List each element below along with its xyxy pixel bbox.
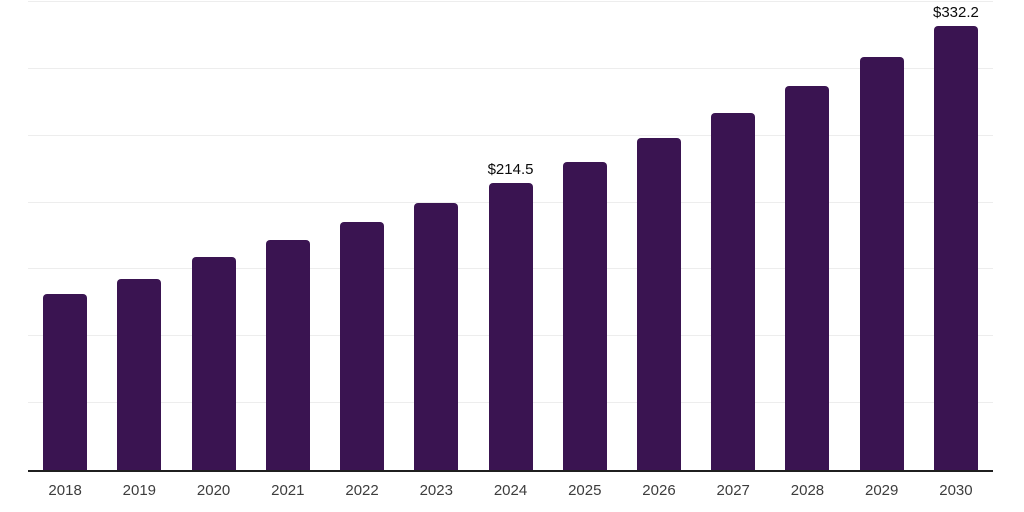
bar-slot-2028	[770, 2, 844, 470]
bar-slot-2022	[325, 2, 399, 470]
bar-slot-2024: $214.5	[473, 2, 547, 470]
x-tick-2026: 2026	[642, 482, 676, 499]
bar-2029	[859, 57, 904, 470]
x-tick-2018: 2018	[48, 482, 82, 499]
x-tick-2027: 2027	[716, 482, 750, 499]
gridline-350	[28, 1, 993, 2]
x-tick-2028: 2028	[790, 482, 825, 499]
x-axis-line	[28, 470, 993, 472]
bars: $214.5 $332.2	[28, 2, 993, 470]
bar-2030	[933, 25, 978, 470]
x-tick-2021: 2021	[271, 482, 305, 499]
bar-slot-2023	[399, 2, 473, 470]
bar-2021	[265, 240, 310, 470]
bar-2020	[191, 257, 236, 470]
bar-2028	[785, 86, 830, 470]
x-tick-2029: 2029	[865, 482, 899, 499]
bar-2022	[340, 221, 385, 470]
x-tick-2025: 2025	[568, 482, 602, 499]
bar-2023	[414, 203, 459, 470]
bar-slot-2020	[176, 2, 250, 470]
bar-2019	[117, 278, 162, 470]
plot-area: $214.5 $332.2	[28, 1, 993, 472]
gridline-250	[28, 134, 993, 136]
x-axis-labels: 2018 2019 2020 2021 2022 2023 2024 2025 2026 2027…	[28, 482, 993, 499]
bar-slot-2021	[251, 2, 325, 470]
x-tick-2019: 2019	[122, 482, 157, 499]
bar-2027	[711, 113, 756, 470]
bar-2024	[488, 183, 533, 470]
bar-slot-2030: $332.2	[919, 2, 993, 470]
bar-slot-2027	[696, 2, 770, 470]
bar-slot-2018	[28, 2, 102, 470]
bar-2025	[562, 161, 607, 470]
x-tick-2022: 2022	[345, 482, 379, 499]
x-tick-2020: 2020	[196, 482, 231, 499]
gridline-300	[28, 67, 993, 69]
x-tick-2024: 2024	[493, 482, 528, 499]
bar-value-label-2024: $214.5	[487, 161, 534, 179]
bar-2026	[636, 138, 681, 470]
bar-slot-2019	[102, 2, 176, 470]
bar-slot-2029	[845, 2, 919, 470]
x-tick-2023: 2023	[419, 482, 453, 499]
bar-slot-2025	[548, 2, 622, 470]
bar-slot-2026	[622, 2, 696, 470]
bar-2018	[43, 294, 88, 470]
bar-value-label-2030: $332.2	[932, 3, 979, 21]
x-tick-2030: 2030	[939, 482, 973, 499]
